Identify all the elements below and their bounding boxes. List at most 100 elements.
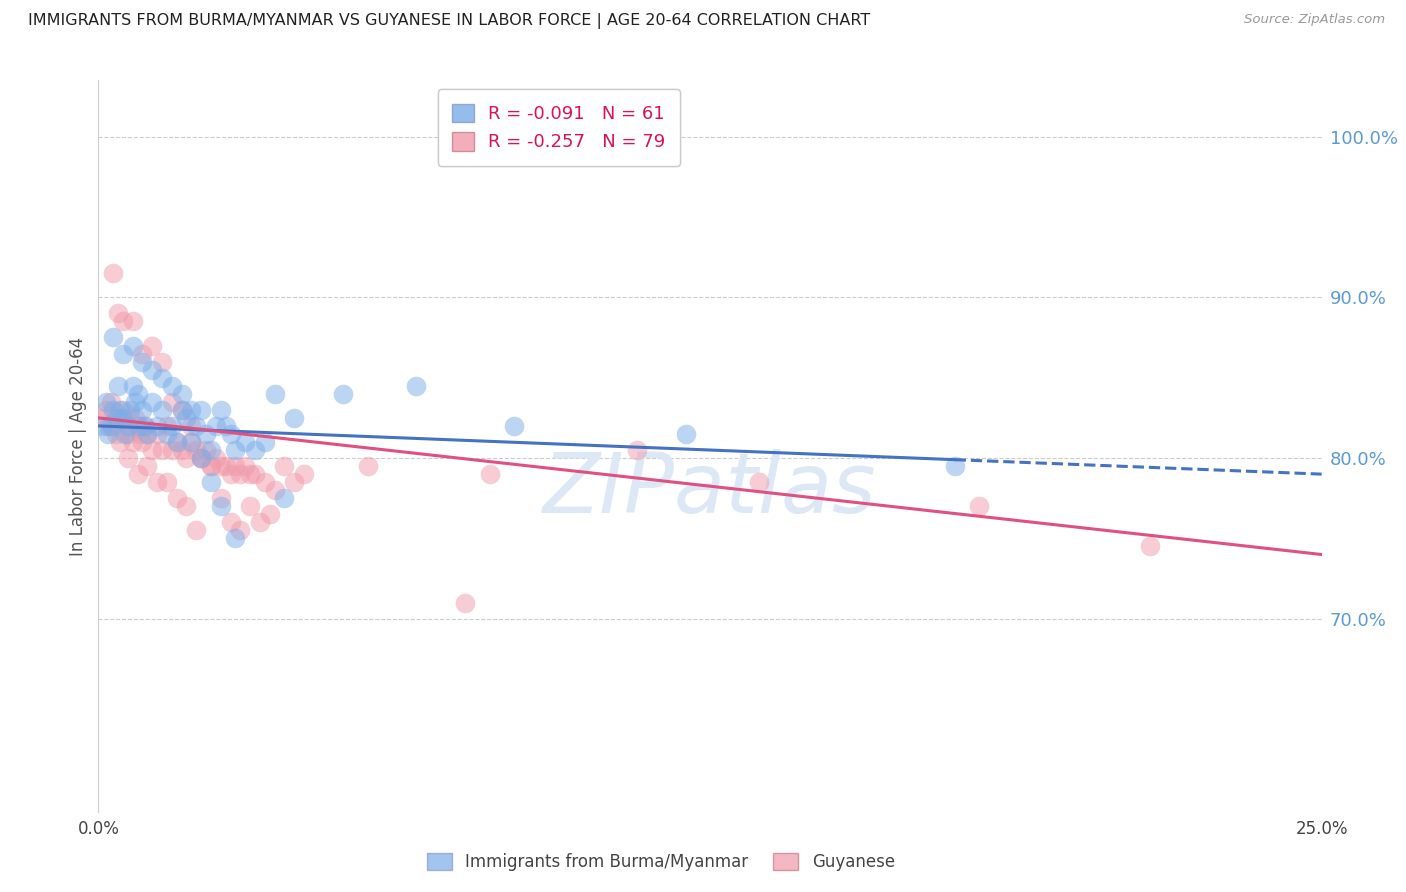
Y-axis label: In Labor Force | Age 20-64: In Labor Force | Age 20-64 <box>69 336 87 556</box>
Point <box>219 426 242 441</box>
Point <box>219 516 242 530</box>
Point <box>170 443 193 458</box>
Point <box>195 443 218 458</box>
Point <box>121 378 143 392</box>
Point <box>190 451 212 466</box>
Point <box>124 410 146 425</box>
Point <box>131 354 153 368</box>
Point <box>134 418 156 433</box>
Point <box>129 426 152 441</box>
Point <box>160 418 183 433</box>
Point <box>503 418 526 433</box>
Point <box>205 451 228 466</box>
Point <box>150 443 173 458</box>
Point <box>292 467 315 482</box>
Point <box>160 443 183 458</box>
Point <box>117 426 139 441</box>
Point <box>91 410 114 425</box>
Point <box>150 370 173 384</box>
Point <box>134 418 156 433</box>
Point <box>110 434 132 449</box>
Point <box>150 402 173 417</box>
Point <box>229 524 252 538</box>
Point <box>129 418 152 433</box>
Point <box>200 459 222 474</box>
Point <box>263 483 285 498</box>
Point <box>156 475 179 490</box>
Text: ZIPatlas: ZIPatlas <box>543 450 877 531</box>
Point <box>101 402 124 417</box>
Point <box>160 378 183 392</box>
Point <box>626 443 648 458</box>
Legend: Immigrants from Burma/Myanmar, Guyanese: Immigrants from Burma/Myanmar, Guyanese <box>419 845 903 880</box>
Point <box>104 426 127 441</box>
Text: IMMIGRANTS FROM BURMA/MYANMAR VS GUYANESE IN LABOR FORCE | AGE 20-64 CORRELATION: IMMIGRANTS FROM BURMA/MYANMAR VS GUYANES… <box>28 13 870 29</box>
Point <box>104 410 127 425</box>
Point <box>127 467 149 482</box>
Point <box>94 394 117 409</box>
Point <box>136 459 159 474</box>
Point <box>186 524 208 538</box>
Point <box>478 467 501 482</box>
Point <box>1139 540 1161 554</box>
Point <box>131 434 153 449</box>
Point <box>190 451 212 466</box>
Point <box>124 394 146 409</box>
Point <box>176 451 198 466</box>
Point <box>239 500 262 514</box>
Point <box>101 418 124 433</box>
Point <box>121 314 143 328</box>
Point <box>117 451 139 466</box>
Point <box>146 426 169 441</box>
Point <box>166 434 188 449</box>
Point <box>101 266 124 280</box>
Point <box>273 459 295 474</box>
Point <box>190 402 212 417</box>
Point <box>97 426 120 441</box>
Point <box>214 418 236 433</box>
Point <box>120 418 142 433</box>
Point <box>107 378 129 392</box>
Point <box>114 426 136 441</box>
Point <box>94 402 117 417</box>
Point <box>186 443 208 458</box>
Point <box>146 475 169 490</box>
Point <box>224 459 246 474</box>
Point <box>176 410 198 425</box>
Point <box>180 402 202 417</box>
Point <box>200 443 222 458</box>
Point <box>127 386 149 401</box>
Point <box>114 410 136 425</box>
Point <box>170 386 193 401</box>
Point <box>136 426 159 441</box>
Point <box>101 330 124 344</box>
Point <box>180 418 202 433</box>
Point <box>283 475 305 490</box>
Point <box>943 459 966 474</box>
Point <box>97 418 120 433</box>
Point <box>224 532 246 546</box>
Point <box>200 459 222 474</box>
Point <box>111 314 134 328</box>
Point <box>156 426 179 441</box>
Point <box>263 386 285 401</box>
Point <box>200 475 222 490</box>
Point <box>100 418 122 433</box>
Point <box>111 346 134 360</box>
Point <box>127 418 149 433</box>
Point <box>141 443 163 458</box>
Point <box>136 426 159 441</box>
Point <box>405 378 427 392</box>
Point <box>233 434 256 449</box>
Point <box>156 418 179 433</box>
Point <box>195 426 218 441</box>
Point <box>141 394 163 409</box>
Point <box>205 418 228 433</box>
Point <box>209 402 232 417</box>
Point <box>190 451 212 466</box>
Point <box>253 475 276 490</box>
Point <box>121 338 143 352</box>
Point <box>180 434 202 449</box>
Point <box>141 338 163 352</box>
Point <box>209 491 232 506</box>
